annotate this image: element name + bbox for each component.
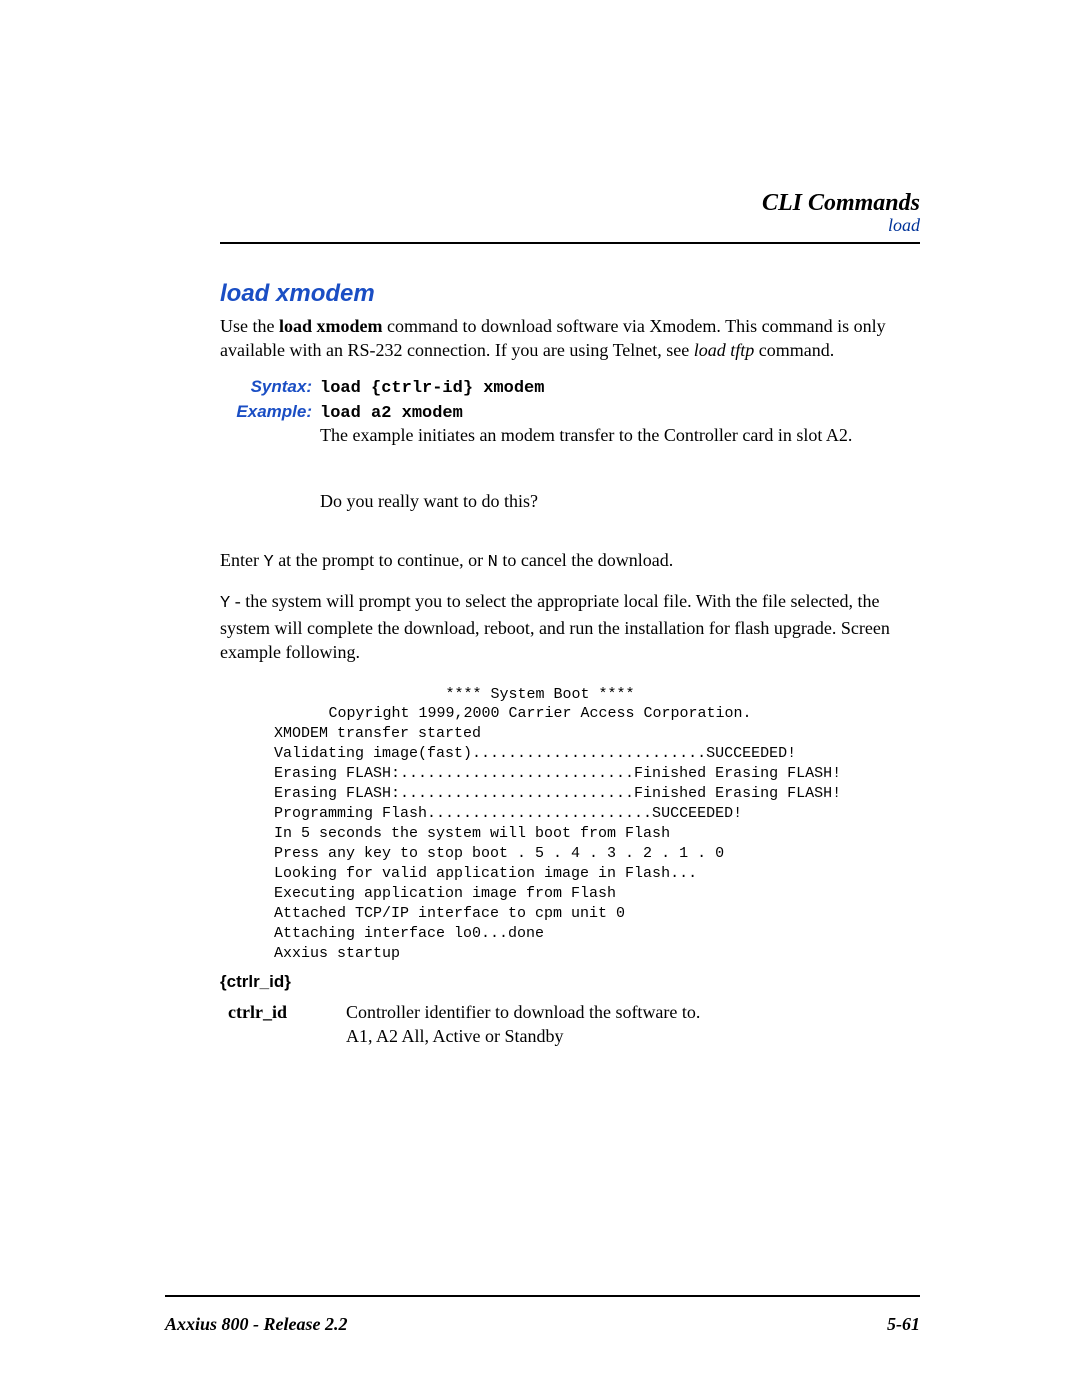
enter-mid: at the prompt to continue, or [274, 550, 488, 570]
code-l6: Erasing FLASH:..........................… [274, 785, 841, 802]
enter-post: to cancel the download. [498, 550, 673, 570]
intro-post: command. [754, 340, 834, 360]
example-value: load a2 xmodem [320, 404, 463, 423]
example-label: Example: [220, 402, 320, 422]
example-row: Example: load a2 xmodem [220, 402, 920, 423]
section-title: load xmodem [220, 280, 920, 308]
code-l10: Looking for valid application image in F… [274, 865, 697, 882]
example-description: The example initiates an modem transfer … [320, 423, 920, 447]
code-l14: Axxius startup [274, 945, 400, 962]
y-description: Y - the system will prompt you to select… [220, 589, 920, 665]
page-header: CLI Commands load [220, 190, 920, 236]
header-title: CLI Commands [220, 190, 920, 216]
header-rule [220, 242, 920, 244]
code-l12: Attached TCP/IP interface to cpm unit 0 [274, 905, 625, 922]
enter-y: Y [263, 553, 273, 572]
code-l1: **** System Boot **** [220, 685, 860, 705]
y-rest: - the system will prompt you to select t… [220, 591, 890, 662]
enter-instruction: Enter Y at the prompt to continue, or N … [220, 548, 920, 575]
document-page: CLI Commands load load xmodem Use the lo… [0, 0, 1080, 1397]
param-desc-2: A1, A2 All, Active or Standby [346, 1026, 564, 1046]
enter-pre: Enter [220, 550, 263, 570]
footer-left: Axxius 800 - Release 2.2 [165, 1314, 348, 1335]
footer-right: 5-61 [887, 1314, 920, 1335]
param-name: ctrlr_id [228, 1002, 346, 1023]
code-l7: Programming Flash.......................… [274, 805, 742, 822]
param-row: ctrlr_id Controller identifier to downlo… [228, 1000, 920, 1049]
code-l4: Validating image(fast)..................… [274, 745, 796, 762]
param-desc-1: Controller identifier to download the so… [346, 1002, 700, 1022]
intro-italic: load tftp [694, 340, 755, 360]
syntax-value: load {ctrlr-id} xmodem [320, 379, 544, 398]
code-l13: Attaching interface lo0...done [274, 925, 544, 942]
code-l11: Executing application image from Flash [274, 885, 616, 902]
intro-paragraph: Use the load xmodem command to download … [220, 314, 920, 363]
intro-pre: Use the [220, 316, 279, 336]
boot-output: **** System Boot ****Copyright 1999,2000… [274, 685, 920, 964]
syntax-label: Syntax: [220, 377, 320, 397]
confirmation-prompt: Do you really want to do this? [320, 491, 920, 512]
intro-bold: load xmodem [279, 316, 383, 336]
syntax-row: Syntax: load {ctrlr-id} xmodem [220, 377, 920, 398]
page-footer: Axxius 800 - Release 2.2 5-61 [165, 1314, 920, 1335]
y-literal: Y [220, 594, 230, 613]
code-l3: XMODEM transfer started [274, 725, 481, 742]
footer-rule [165, 1295, 920, 1297]
header-subtitle: load [220, 216, 920, 236]
code-l9: Press any key to stop boot . 5 . 4 . 3 .… [274, 845, 724, 862]
code-l2: Copyright 1999,2000 Carrier Access Corpo… [220, 704, 860, 724]
code-l5: Erasing FLASH:..........................… [274, 765, 841, 782]
code-l8: In 5 seconds the system will boot from F… [274, 825, 670, 842]
param-heading: {ctrlr_id} [220, 972, 920, 992]
param-desc: Controller identifier to download the so… [346, 1000, 700, 1049]
enter-n: N [488, 553, 498, 572]
